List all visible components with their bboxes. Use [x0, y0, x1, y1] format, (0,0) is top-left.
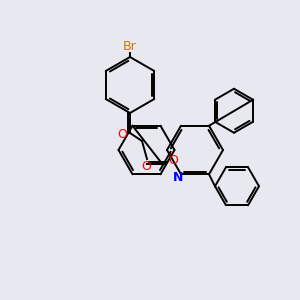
Text: O: O [168, 154, 178, 167]
Text: O: O [117, 128, 127, 142]
Text: O: O [141, 160, 151, 172]
Text: Br: Br [123, 40, 137, 53]
Text: N: N [173, 171, 183, 184]
